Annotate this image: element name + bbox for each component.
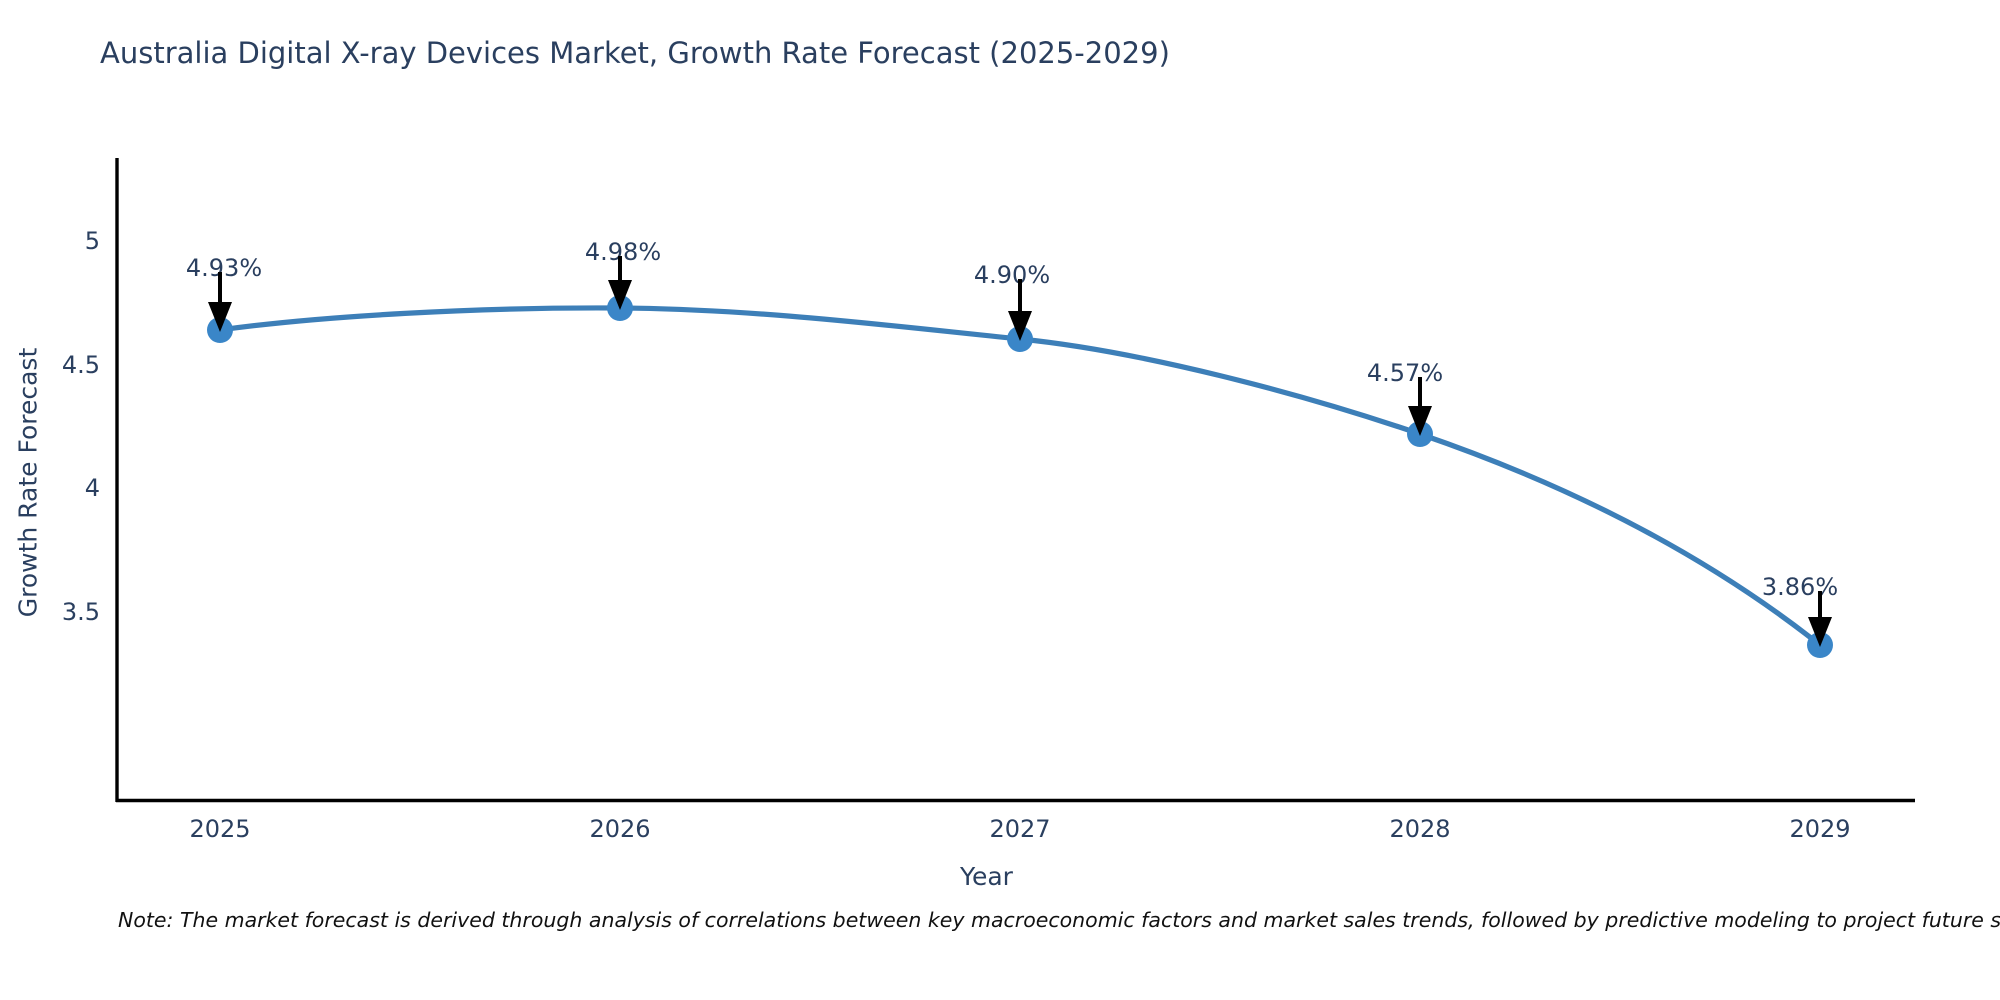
annotation-arrow-icon bbox=[608, 256, 632, 310]
annotation-arrow-icon bbox=[208, 272, 232, 332]
data-point-label: 4.98% bbox=[584, 238, 662, 266]
x-tick-label: 2029 bbox=[1789, 815, 1851, 843]
y-tick-label: 5 bbox=[84, 227, 100, 255]
x-tick-label: 2026 bbox=[589, 815, 651, 843]
data-point-label: 3.86% bbox=[1761, 573, 1839, 601]
data-point-label: 4.90% bbox=[973, 261, 1051, 289]
x-tick-label: 2028 bbox=[1389, 815, 1451, 843]
data-point-label: 4.57% bbox=[1366, 359, 1444, 387]
footnote-text: Note: The market forecast is derived thr… bbox=[118, 908, 2000, 932]
annotation-arrow-icon bbox=[1808, 591, 1832, 647]
y-tick-label: 4 bbox=[84, 474, 100, 502]
y-tick-label: 3.5 bbox=[61, 598, 100, 626]
x-axis-title: Year bbox=[960, 862, 1013, 891]
y-tick-label: 4.5 bbox=[61, 351, 100, 379]
x-tick-label: 2025 bbox=[189, 815, 251, 843]
data-line-series bbox=[217, 305, 1823, 648]
data-point-label: 4.93% bbox=[185, 254, 263, 282]
chart-title: Australia Digital X-ray Devices Market, … bbox=[100, 36, 1170, 70]
annotation-arrow-icon bbox=[1408, 377, 1432, 436]
x-tick-label: 2027 bbox=[989, 815, 1051, 843]
annotation-arrow-icon bbox=[1008, 279, 1032, 341]
